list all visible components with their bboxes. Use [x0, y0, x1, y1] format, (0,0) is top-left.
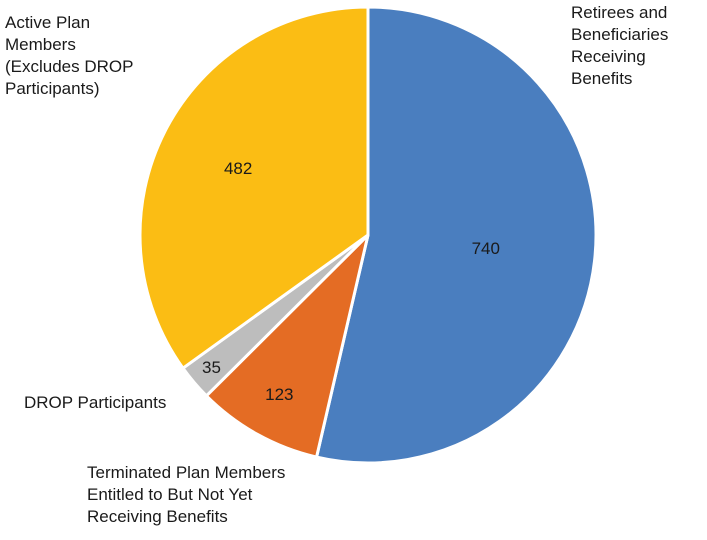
pie-slice-terminated [204, 233, 370, 459]
category-label-retirees: Retirees and Beneficiaries Receiving Ben… [571, 3, 669, 88]
category-label-active: Active Plan Members (Excludes DROP Parti… [5, 13, 134, 98]
data-label-active: 482 [224, 159, 252, 178]
pie-slices [138, 5, 598, 465]
category-label-drop: DROP Participants [24, 393, 167, 412]
data-label-terminated: 123 [265, 385, 293, 404]
pie-slice-retirees [315, 5, 598, 465]
data-label-retirees: 740 [472, 239, 500, 258]
pie-data-labels: 740 123 35 482 [202, 159, 500, 404]
category-label-terminated: Terminated Plan Members Entitled to But … [87, 463, 286, 526]
pie-slice-active [138, 5, 370, 370]
data-label-drop: 35 [202, 358, 221, 377]
